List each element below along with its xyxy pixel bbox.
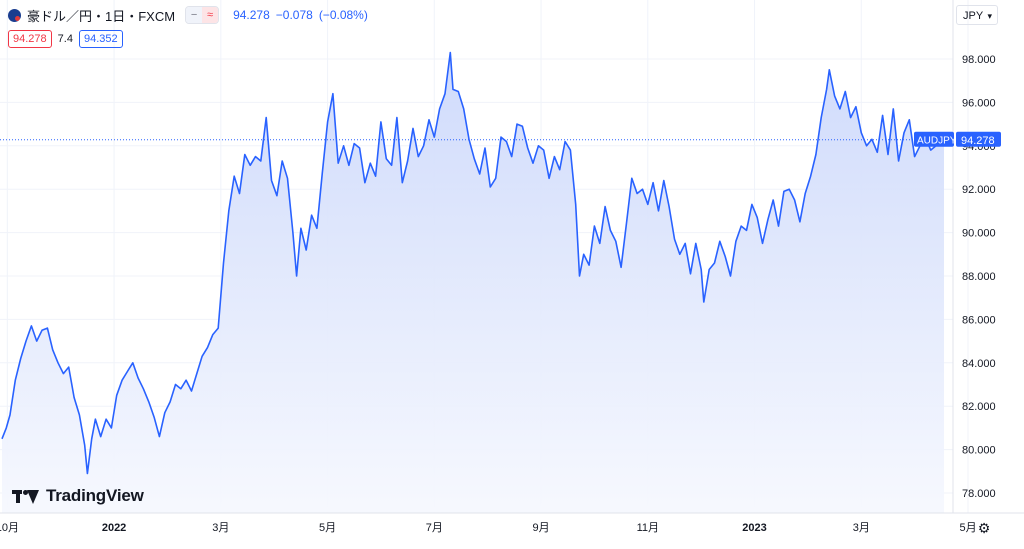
x-tick-label: 3月: [853, 522, 870, 534]
currency-selector[interactable]: JPY ▾: [956, 5, 998, 25]
y-tick-label: 84.000: [962, 358, 996, 370]
time-axis[interactable]: 10月20223月5月7月9月11月20233月5月7月9月: [0, 522, 1024, 534]
x-tick-label: 9月: [532, 522, 549, 534]
minus-icon[interactable]: −: [186, 7, 203, 23]
bid-price[interactable]: 94.278: [8, 30, 52, 48]
y-tick-label: 82.000: [962, 401, 996, 413]
price-change: −0.078: [275, 8, 313, 22]
australia-flag-icon: [8, 8, 21, 22]
y-tick-label: 80.000: [962, 445, 996, 457]
y-tick-label: 96.000: [962, 97, 996, 109]
y-tick-label: 88.000: [962, 271, 996, 283]
chevron-down-icon: ▾: [987, 11, 992, 21]
bid-ask-row: 94.278 7.4 94.352: [8, 30, 123, 48]
x-tick-label: 3月: [212, 522, 229, 534]
y-tick-label: 92.000: [962, 184, 996, 196]
tradingview-logo-icon: [12, 488, 40, 504]
x-tick-label: 5月: [959, 522, 976, 534]
last-price-label: AUDJPY 94.278: [914, 131, 1001, 147]
ask-price[interactable]: 94.352: [78, 30, 123, 48]
price-line: [1, 51, 945, 475]
last-price-tag: [956, 131, 1001, 147]
y-tick-label: 98.000: [962, 54, 996, 66]
price-axis[interactable]: 98.00096.00094.00092.00090.00088.00086.0…: [962, 54, 996, 500]
tradingview-logo[interactable]: TradingView: [12, 486, 144, 506]
y-tick-label: 86.000: [962, 314, 996, 326]
price-change-percent: (−0.08%): [318, 8, 368, 22]
x-tick-label: 11月: [637, 522, 659, 534]
y-tick-label: 90.000: [962, 228, 996, 240]
indicator-toggle[interactable]: − ≈: [185, 6, 220, 24]
x-tick-label: 10月: [0, 522, 19, 534]
tradingview-logo-text: TradingView: [46, 486, 144, 505]
gear-icon[interactable]: ⚙: [977, 520, 991, 536]
symbol-title[interactable]: 豪ドル／円・1日・FXCM: [27, 8, 176, 24]
approx-icon[interactable]: ≈: [202, 7, 219, 23]
currency-label: JPY: [963, 10, 984, 22]
chart-header: 豪ドル／円・1日・FXCM − ≈ 94.278 −0.078 (−0.08%): [8, 5, 368, 25]
y-tick-label: 78.000: [962, 488, 996, 500]
last-price: 94.278: [233, 8, 270, 22]
price-area-fill: [2, 52, 944, 513]
last-price-tag-text: 94.278: [961, 135, 995, 147]
symbol-tag-text: AUDJPY: [917, 135, 957, 146]
spread-value: 7.4: [57, 33, 73, 45]
x-tick-label: 2023: [742, 522, 766, 534]
x-tick-label: 7月: [426, 522, 443, 534]
x-tick-label: 5月: [319, 522, 336, 534]
x-tick-label: 2022: [102, 522, 126, 534]
symbol-tag: [914, 131, 954, 147]
